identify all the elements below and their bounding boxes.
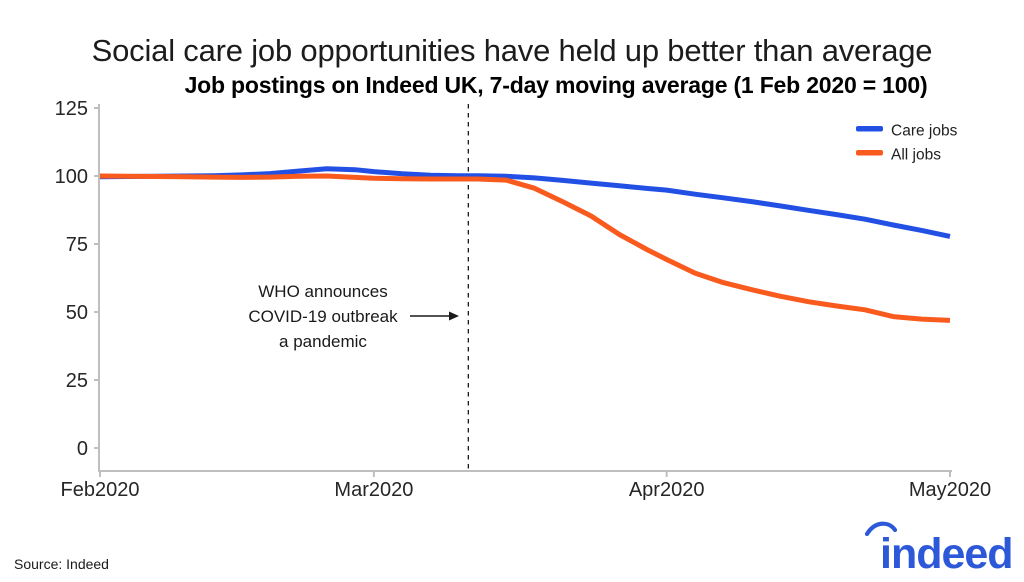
indeed-logo-text: indeed	[880, 530, 1012, 576]
legend-swatch-care-jobs	[856, 126, 883, 132]
pandemic-annotation-text: WHO announces	[258, 282, 387, 301]
annotation-arrow-head-icon	[449, 311, 459, 321]
y-axis-tick-label: 100	[55, 166, 88, 188]
legend-label-care-jobs: Care jobs	[891, 123, 958, 140]
x-axis-tick-label: May2020	[909, 479, 991, 501]
chart-subtitle: Job postings on Indeed UK, 7-day moving …	[184, 72, 928, 98]
y-axis-tick-label: 0	[77, 438, 88, 460]
x-axis-tick-label: Mar2020	[334, 479, 413, 501]
chart-title: Social care job opportunities have held …	[91, 33, 933, 68]
pandemic-annotation-text: COVID-19 outbreak	[248, 307, 398, 326]
indeed-logo: indeed	[864, 521, 1012, 576]
y-axis-tick-label: 125	[55, 98, 88, 120]
y-axis-tick-label: 25	[66, 370, 88, 392]
all-jobs-line	[99, 173, 951, 323]
x-axis-tick-label: Apr2020	[629, 479, 705, 501]
legend-label-all-jobs: All jobs	[891, 147, 941, 164]
source-note: Source: Indeed	[14, 556, 109, 572]
pandemic-annotation-text: a pandemic	[279, 332, 367, 351]
legend-swatch-all-jobs	[856, 150, 883, 156]
care-jobs-line	[99, 166, 951, 239]
x-axis-tick-label: Feb2020	[61, 479, 140, 501]
indeed-logo-swoosh-icon	[864, 521, 898, 537]
y-axis-tick-label: 75	[66, 234, 88, 256]
y-axis-tick-label: 50	[66, 302, 88, 324]
